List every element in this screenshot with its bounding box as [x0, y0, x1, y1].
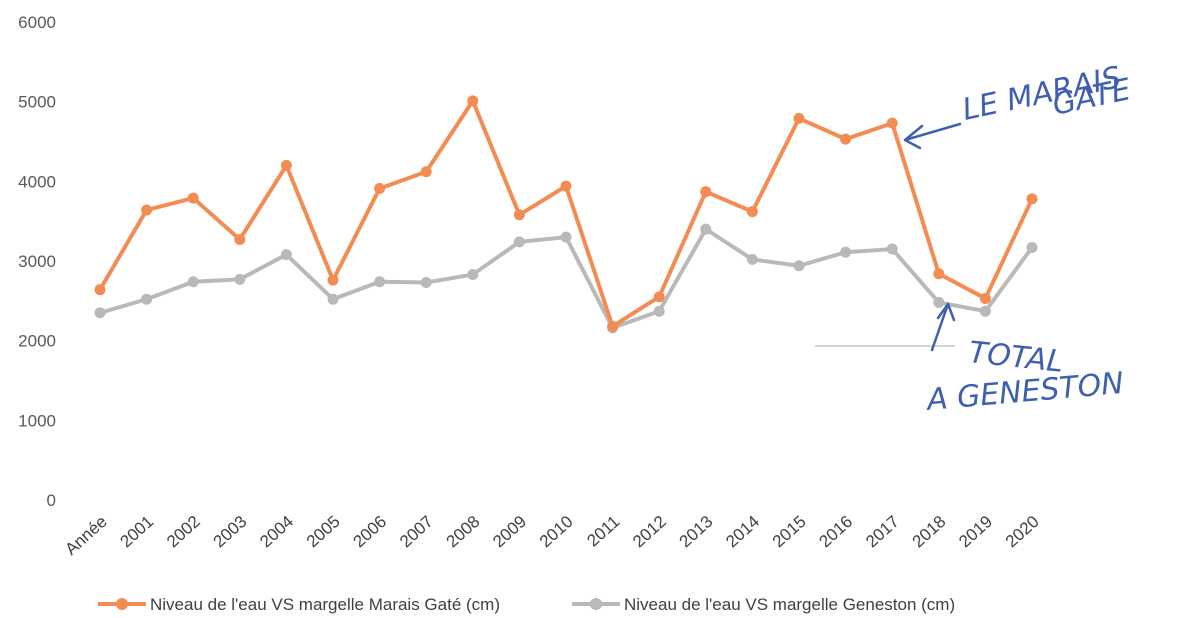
y-tick-label: 4000 [18, 172, 56, 191]
x-tick-label: 2006 [349, 512, 390, 551]
x-tick-label: 2005 [303, 512, 344, 551]
data-point [933, 296, 945, 308]
data-point [374, 276, 386, 288]
x-tick-label: Année [61, 512, 110, 559]
legend: Niveau de l'eau VS margelle Marais Gaté … [98, 595, 955, 614]
data-point [327, 293, 339, 305]
data-point [933, 268, 945, 280]
data-point [234, 233, 246, 245]
y-tick-label: 2000 [18, 332, 56, 351]
annotation-line-2: A GENESTON [924, 366, 1125, 418]
y-axis: 0 1000 2000 3000 4000 5000 6000 [18, 13, 56, 510]
data-point [327, 274, 339, 286]
annotation-marais-gate: LE MARAIS GATE [903, 60, 1134, 150]
data-point [513, 236, 525, 248]
x-tick-label: 2010 [536, 512, 577, 551]
data-point [979, 305, 991, 317]
annotation-arrow-geneston [930, 302, 956, 352]
data-point [700, 223, 712, 235]
x-tick-label: 2016 [815, 512, 856, 551]
data-point [793, 260, 805, 272]
data-point [420, 277, 432, 289]
data-point [653, 305, 665, 317]
x-tick-label: 2018 [909, 512, 950, 551]
x-tick-label: 2007 [396, 512, 437, 551]
x-tick-label: 2008 [443, 512, 484, 551]
x-tick-label: 2020 [1002, 512, 1043, 551]
x-tick-label: 2002 [163, 512, 204, 551]
data-point [979, 292, 991, 304]
data-point [653, 291, 665, 303]
data-point [280, 159, 292, 171]
legend-entry-marais-gate: Niveau de l'eau VS margelle Marais Gaté … [98, 595, 500, 614]
data-point [607, 320, 619, 332]
data-point [840, 246, 852, 258]
data-point [94, 284, 106, 296]
data-point [513, 209, 525, 221]
legend-label-geneston: Niveau de l'eau VS margelle Geneston (cm… [624, 595, 955, 614]
series-line [98, 98, 1034, 329]
x-tick-label: 2012 [629, 512, 670, 551]
x-tick-label: 2013 [676, 512, 717, 551]
data-point [467, 95, 479, 107]
x-axis: Année 2001 2002 2003 2004 2005 2006 2007 2008 200… [61, 512, 1042, 559]
legend-label-marais-gate: Niveau de l'eau VS margelle Marais Gaté … [150, 595, 500, 614]
x-tick-label: 2004 [256, 512, 297, 551]
data-point [886, 117, 898, 129]
data-point [187, 276, 199, 288]
y-tick-label: 1000 [18, 411, 56, 430]
x-tick-label: 2009 [489, 512, 530, 551]
data-point [700, 186, 712, 198]
data-point [94, 307, 106, 319]
series-0 [94, 95, 1038, 332]
data-point [793, 112, 805, 124]
data-point [467, 269, 479, 281]
data-point [420, 166, 432, 178]
data-point [1026, 193, 1038, 205]
handwritten-annotations: LE MARAIS GATE TOTAL A GENESTON [815, 60, 1134, 418]
data-point [141, 204, 153, 216]
x-tick-label: 2015 [769, 512, 810, 551]
data-point [560, 180, 572, 192]
data-point [746, 253, 758, 265]
x-tick-label: 2003 [210, 512, 251, 551]
annotation-geneston: TOTAL A GENESTON [815, 302, 1125, 418]
data-point [840, 133, 852, 145]
legend-entry-geneston: Niveau de l'eau VS margelle Geneston (cm… [572, 595, 955, 614]
data-point [1026, 241, 1038, 253]
y-tick-label: 6000 [18, 13, 56, 32]
data-point [560, 231, 572, 243]
data-point [234, 273, 246, 285]
data-point [141, 293, 153, 305]
x-tick-label: 2001 [116, 512, 157, 551]
data-point [187, 192, 199, 204]
x-tick-label: 2017 [862, 512, 903, 551]
x-tick-label: 2014 [722, 512, 763, 551]
x-tick-label: 2011 [583, 512, 623, 551]
annotation-arrow-marais [903, 122, 962, 150]
y-tick-label: 3000 [18, 252, 56, 271]
data-point [280, 249, 292, 261]
series-layer [94, 95, 1038, 334]
y-tick-label: 5000 [18, 93, 56, 112]
data-point [374, 183, 386, 195]
data-point [746, 206, 758, 218]
x-tick-label: 2019 [955, 512, 996, 551]
series-1 [94, 223, 1038, 334]
y-tick-label: 0 [47, 491, 56, 510]
data-point [886, 243, 898, 255]
